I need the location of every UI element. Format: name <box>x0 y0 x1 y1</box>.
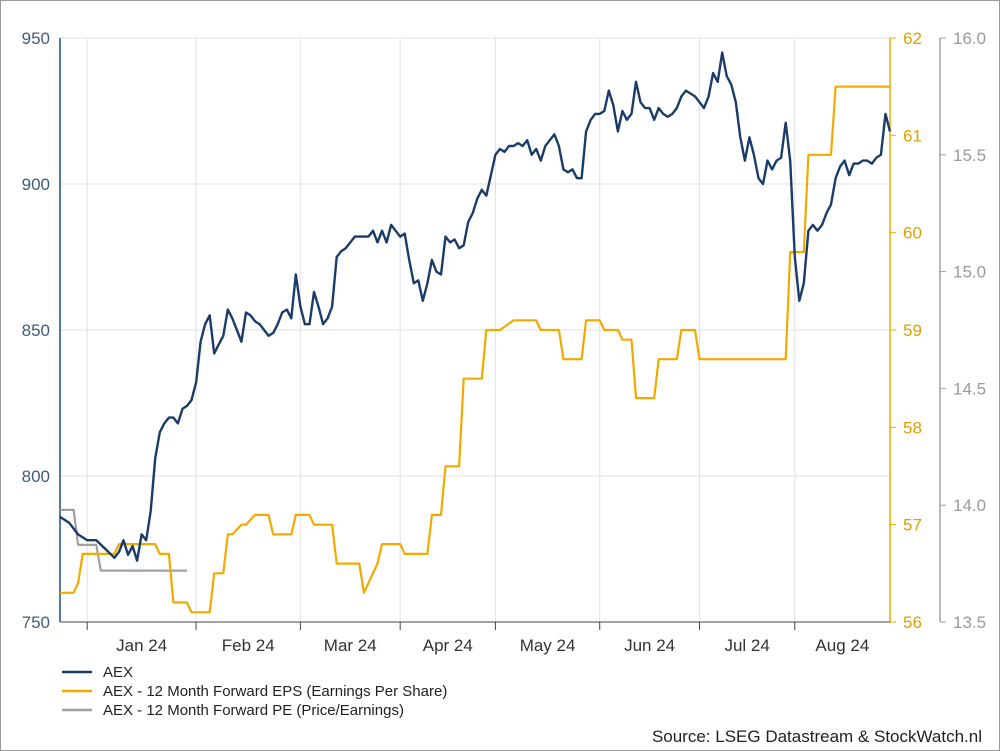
axes <box>59 37 946 630</box>
tick-left-2: 850 <box>22 321 50 340</box>
tick-right-5: 13.5 <box>953 613 986 632</box>
tick-right-1: 15.5 <box>953 146 986 165</box>
tick-right-0: 16.0 <box>953 29 986 48</box>
series-line-0 <box>59 51 892 562</box>
tick-x-7: Aug 24 <box>815 636 869 655</box>
tick-middle-0: 62 <box>903 29 922 48</box>
tick-x-4: May 24 <box>520 636 576 655</box>
series-line-1 <box>60 85 890 614</box>
tick-x-6: Jul 24 <box>724 636 769 655</box>
tick-left-0: 950 <box>22 29 50 48</box>
tick-left-3: 800 <box>22 467 50 486</box>
series-group <box>59 51 892 614</box>
series-line-2 <box>60 508 187 572</box>
tick-left-4: 750 <box>22 613 50 632</box>
tick-x-0: Jan 24 <box>116 636 167 655</box>
tick-middle-3: 59 <box>903 321 922 340</box>
legend-label-pe: AEX - 12 Month Forward PE (Price/Earning… <box>103 702 404 719</box>
tick-right-4: 14.0 <box>953 496 986 515</box>
tick-labels: 950 900 850 800 750 62 61 60 59 58 57 56 16.0 15.5 15.… <box>22 29 986 655</box>
tick-middle-1: 61 <box>903 126 922 145</box>
tick-middle-2: 60 <box>903 224 922 243</box>
source-note: Source: LSEG Datastream & StockWatch.nl <box>652 727 982 746</box>
tick-x-5: Jun 24 <box>624 636 675 655</box>
tick-middle-5: 57 <box>903 516 922 535</box>
tick-middle-4: 58 <box>903 418 922 437</box>
tick-x-3: Apr 24 <box>423 636 473 655</box>
tick-middle-6: 56 <box>903 613 922 632</box>
tick-right-3: 14.5 <box>953 379 986 398</box>
tick-right-2: 15.0 <box>953 263 986 282</box>
tick-x-2: Mar 24 <box>324 636 377 655</box>
tick-x-1: Feb 24 <box>222 636 275 655</box>
legend-label-aex: AEX <box>103 664 133 681</box>
tick-left-1: 900 <box>22 175 50 194</box>
legend-label-eps: AEX - 12 Month Forward EPS (Earnings Per… <box>103 683 447 700</box>
legend: AEX AEX - 12 Month Forward EPS (Earnings… <box>62 664 447 719</box>
grid <box>60 37 890 623</box>
